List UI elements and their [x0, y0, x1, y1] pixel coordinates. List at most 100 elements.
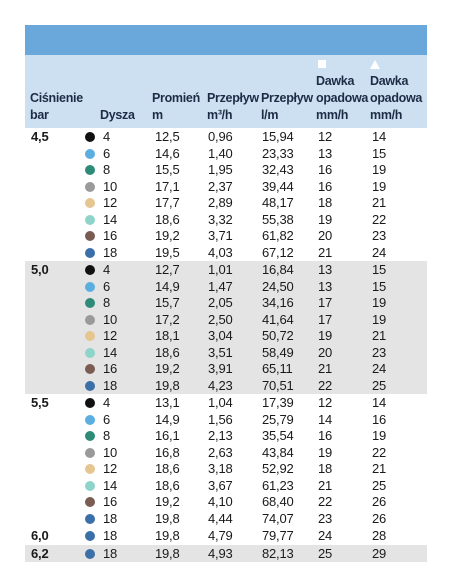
- nozzle: 14: [103, 211, 118, 227]
- column-header: m: [152, 108, 163, 122]
- nozzle-dot: [85, 281, 95, 292]
- cell: 28: [372, 528, 387, 543]
- cell: 13,1: [155, 395, 180, 410]
- cell: 41,64: [262, 311, 294, 327]
- cell: 2,89: [208, 195, 233, 210]
- column-header: mm/h: [316, 108, 349, 122]
- cell: 3,32: [208, 211, 233, 227]
- column-header: opadowa: [370, 91, 423, 105]
- cell: 16,84: [262, 262, 294, 277]
- cell: 19: [372, 428, 387, 443]
- cell: 0,96: [208, 129, 233, 144]
- nozzle: 12: [103, 195, 118, 210]
- column-header: Przepływ: [207, 91, 259, 105]
- header-band: [25, 25, 427, 55]
- cell: 19: [372, 295, 387, 310]
- cell: 82,13: [262, 545, 294, 561]
- nozzle: 12: [103, 461, 118, 476]
- cell: 32,43: [262, 162, 294, 177]
- nozzle-dot: [85, 214, 95, 225]
- cell: 25: [318, 545, 333, 561]
- cell: 19: [318, 444, 333, 460]
- nozzle-dot: [85, 497, 95, 507]
- cell: 16,1: [155, 428, 180, 443]
- cell: 1,01: [208, 262, 233, 277]
- nozzle-dot: [85, 148, 95, 159]
- column-header: Promień: [152, 91, 200, 105]
- cell: 12,5: [155, 129, 180, 144]
- cell: 12,7: [155, 262, 180, 277]
- cell: 1,56: [208, 411, 233, 427]
- cell: 19,2: [155, 228, 180, 243]
- nozzle-dot: [85, 480, 95, 491]
- cell: 19: [318, 328, 333, 343]
- nozzle: 6: [103, 278, 111, 294]
- cell: 3,51: [208, 344, 233, 360]
- cell: 19,2: [155, 361, 180, 376]
- cell: 19,5: [155, 244, 180, 260]
- cell: 23,33: [262, 145, 294, 161]
- cell: 16,8: [155, 444, 180, 460]
- cell: 79,77: [262, 528, 294, 543]
- nozzle: 4: [103, 129, 111, 144]
- column-header: l/m: [261, 108, 279, 122]
- cell: 26: [372, 510, 387, 526]
- cell: 2,05: [208, 295, 233, 310]
- column-header: bar: [30, 108, 49, 122]
- nozzle-dot: [85, 132, 95, 142]
- cell: 15,94: [262, 129, 294, 144]
- cell: 15: [372, 145, 387, 161]
- cell: 12: [318, 129, 333, 144]
- cell: 18: [318, 461, 333, 476]
- cell: 19: [372, 178, 387, 194]
- nozzle: 12: [103, 328, 118, 343]
- cell: 21: [318, 361, 333, 376]
- nozzle: 16: [103, 361, 118, 376]
- nozzle-dot: [85, 380, 95, 391]
- cell: 19: [318, 211, 333, 227]
- column-header: Przepływ: [261, 91, 313, 105]
- cell: 3,91: [208, 361, 233, 376]
- nozzle: 10: [103, 444, 118, 460]
- cell: 3,71: [208, 228, 233, 243]
- nozzle: 6: [103, 145, 111, 161]
- cell: 65,11: [262, 361, 293, 376]
- nozzle: 16: [103, 228, 118, 243]
- cell: 15: [372, 262, 387, 277]
- cell: 67,12: [262, 244, 294, 260]
- cell: 17: [318, 295, 333, 310]
- square-icon: [318, 60, 326, 68]
- row-shading: [25, 544, 427, 562]
- nozzle-dot: [85, 347, 95, 358]
- cell: 19: [372, 311, 387, 327]
- cell: 34,16: [262, 295, 294, 310]
- nozzle: 6: [103, 411, 111, 427]
- cell: 24: [372, 361, 387, 376]
- column-header: m³/h: [207, 108, 233, 122]
- cell: 15,5: [155, 162, 180, 177]
- cell: 20: [318, 228, 333, 243]
- pressure: 5,0: [31, 262, 49, 277]
- cell: 2,63: [208, 444, 233, 460]
- cell: 1,40: [208, 145, 233, 161]
- cell: 1,47: [208, 278, 233, 294]
- cell: 25: [372, 377, 387, 393]
- cell: 13: [318, 262, 333, 277]
- cell: 23: [372, 228, 387, 243]
- cell: 14: [372, 395, 387, 410]
- nozzle-dot: [85, 364, 95, 374]
- cell: 52,92: [262, 461, 294, 476]
- cell: 1,04: [208, 395, 233, 410]
- cell: 16: [318, 428, 333, 443]
- cell: 61,23: [262, 477, 294, 493]
- cell: 4,44: [208, 510, 233, 526]
- cell: 19,8: [155, 528, 180, 543]
- nozzle-dot: [85, 231, 95, 241]
- cell: 21: [372, 461, 387, 476]
- cell: 21: [372, 328, 387, 343]
- cell: 4,10: [208, 494, 233, 509]
- cell: 12: [318, 395, 333, 410]
- nozzle-dot: [85, 331, 95, 341]
- nozzle: 4: [103, 262, 111, 277]
- cell: 74,07: [262, 510, 294, 526]
